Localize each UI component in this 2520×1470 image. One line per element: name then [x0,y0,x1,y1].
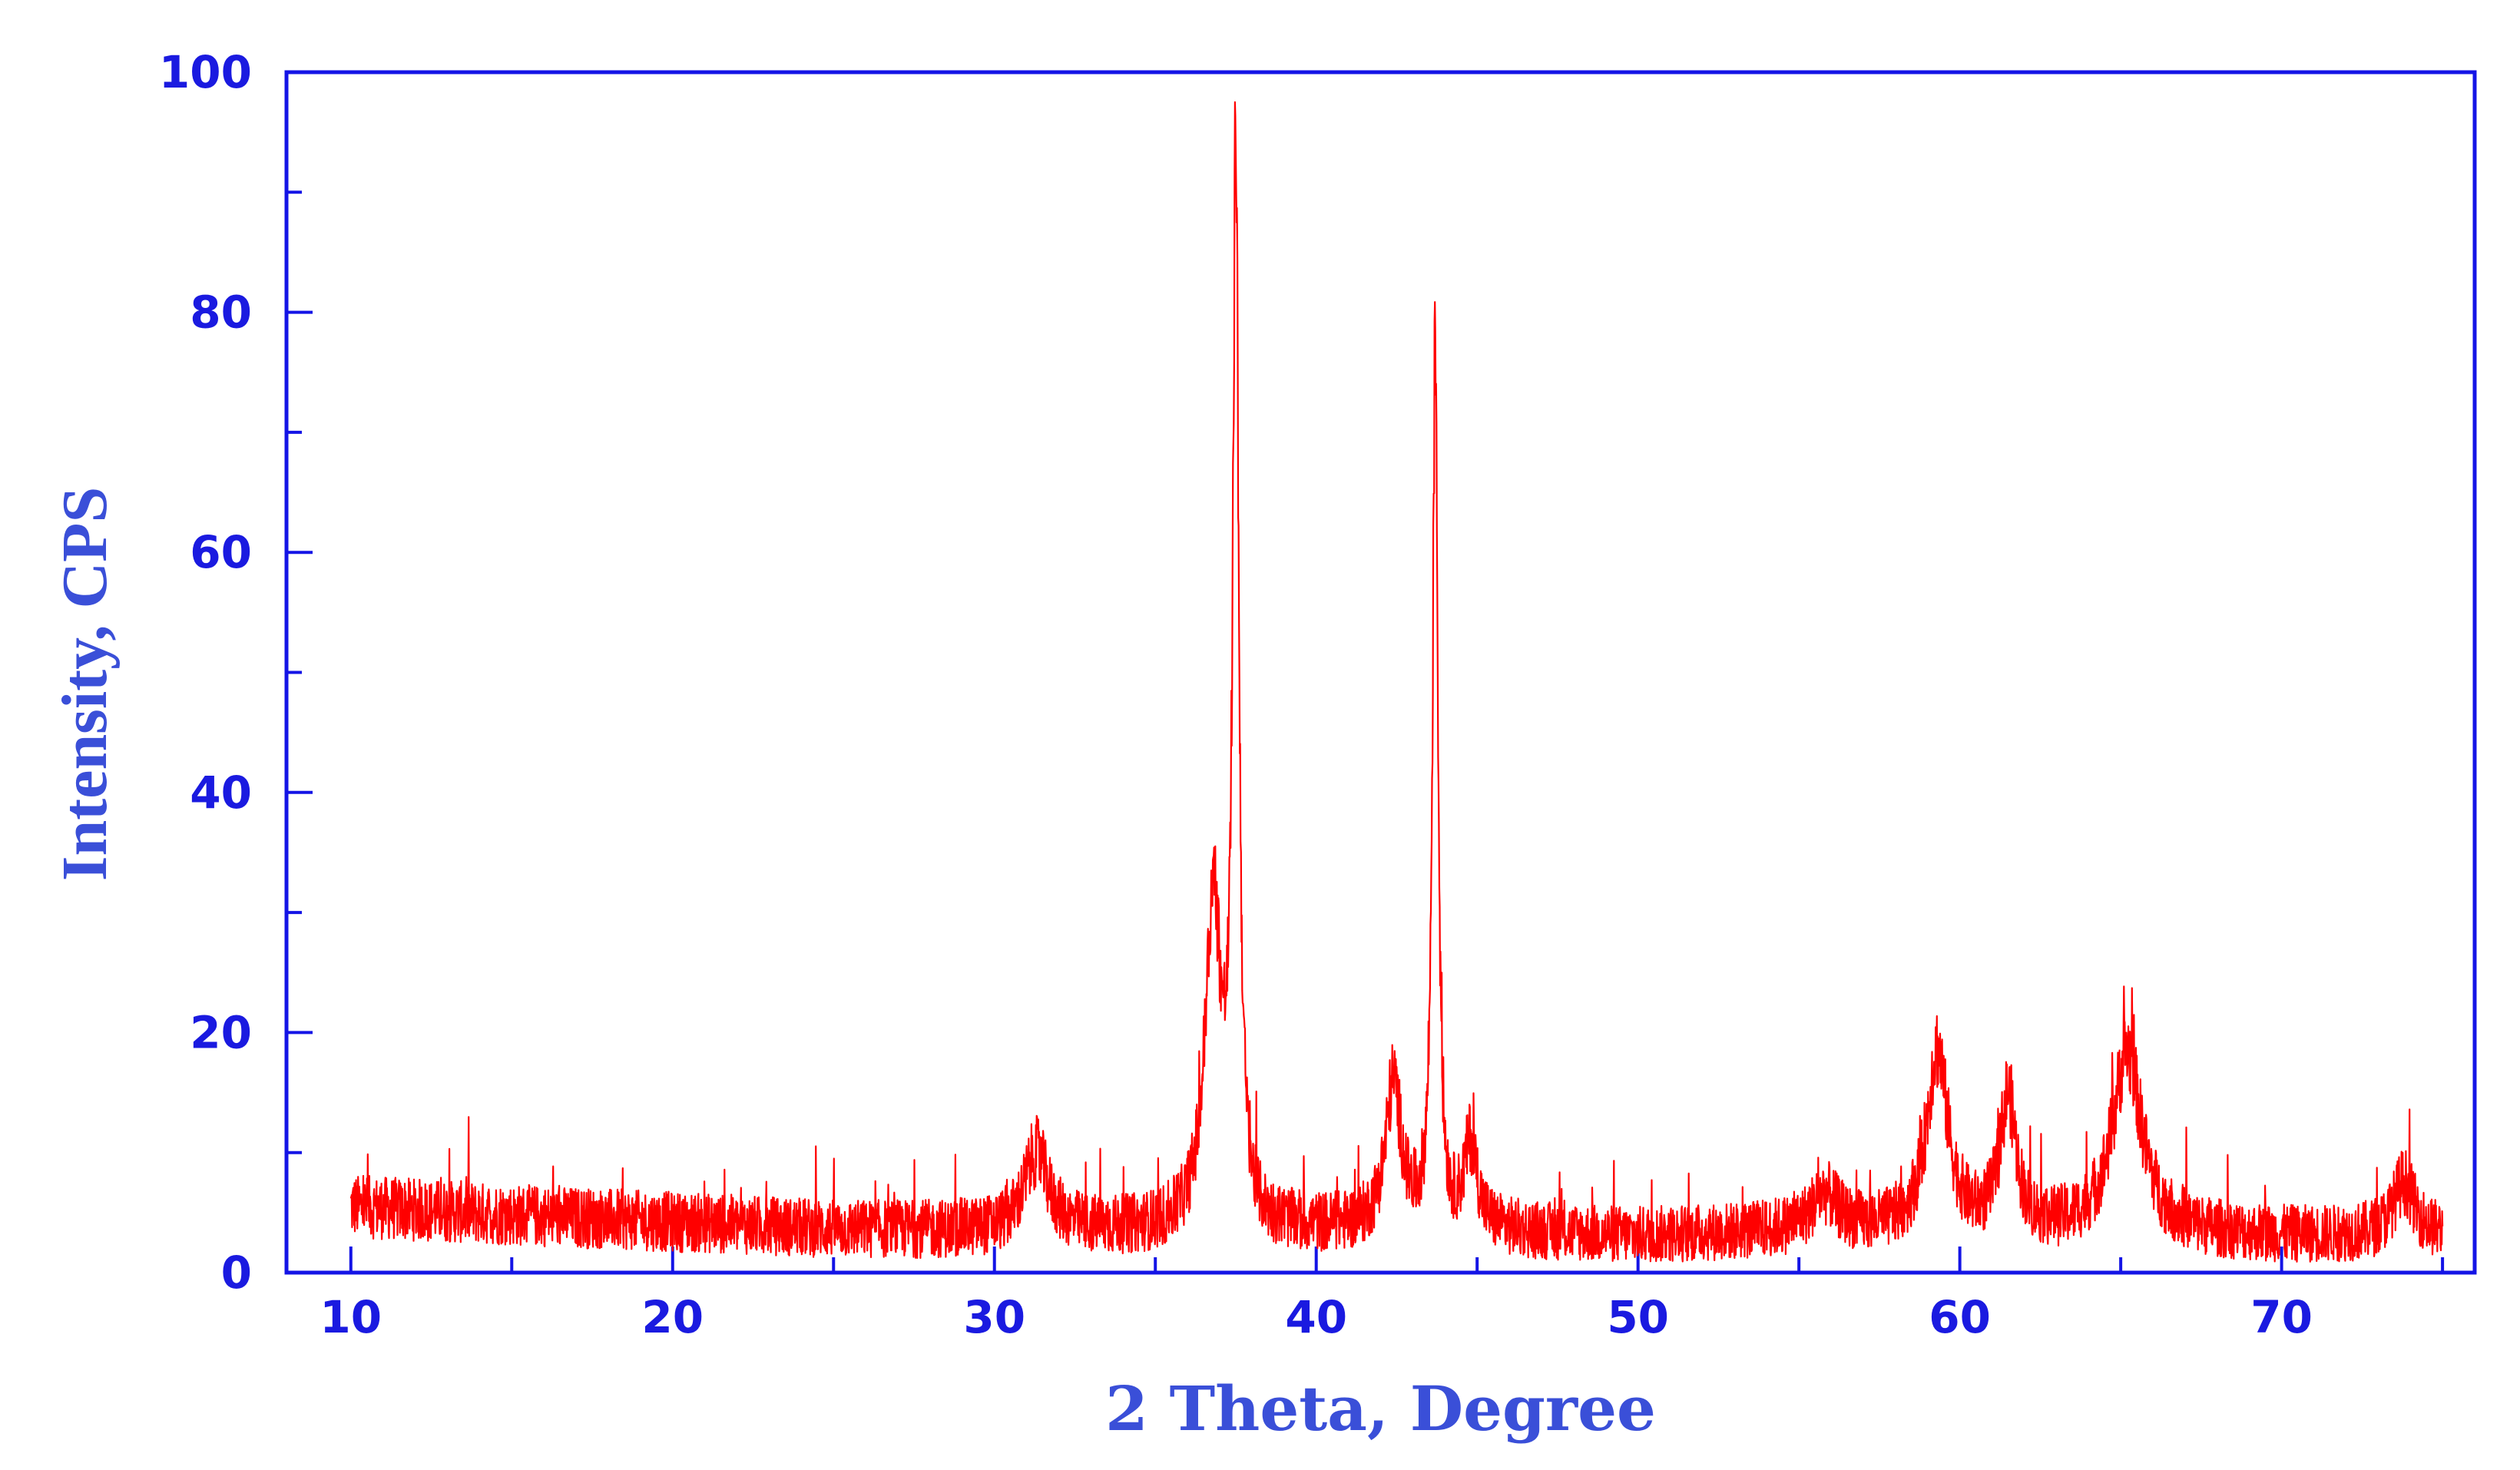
x-tick-label: 10 [320,1291,382,1343]
plot-area-frame [284,70,2477,1275]
x-axis-ticks: 10 20 30 40 50 60 70 [320,1247,2445,1343]
x-axis-label: 2 Theta, Degree [1105,1372,1656,1445]
y-axis-label: Intensity, CPS [49,487,121,881]
x-tick-label: 30 [963,1291,1025,1343]
y-tick-label: 60 [190,526,252,578]
y-tick-label: 100 [159,46,252,98]
y-tick-label: 40 [190,766,252,819]
x-tick-label: 50 [1607,1291,1669,1343]
y-tick-label: 0 [221,1247,252,1299]
y-axis-ticks: 0 20 40 60 80 100 [159,46,313,1299]
y-tick-label: 80 [190,286,252,339]
y-tick-label: 20 [190,1006,252,1058]
x-tick-label: 20 [641,1291,704,1343]
xrd-pattern-line [349,101,2444,1263]
x-tick-label: 60 [1929,1291,1991,1343]
x-tick-label: 70 [2250,1291,2313,1343]
x-tick-label: 40 [1285,1291,1347,1343]
